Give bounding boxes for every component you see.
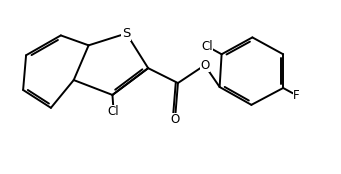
Text: S: S (122, 27, 131, 40)
Text: O: O (170, 113, 180, 126)
Text: Cl: Cl (201, 40, 212, 53)
Text: Cl: Cl (108, 105, 119, 118)
Text: O: O (200, 59, 209, 72)
Text: F: F (293, 89, 300, 102)
